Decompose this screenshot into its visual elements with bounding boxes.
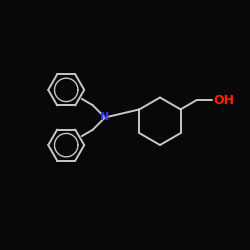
Text: OH: OH [213, 94, 234, 106]
Text: N: N [100, 112, 110, 122]
